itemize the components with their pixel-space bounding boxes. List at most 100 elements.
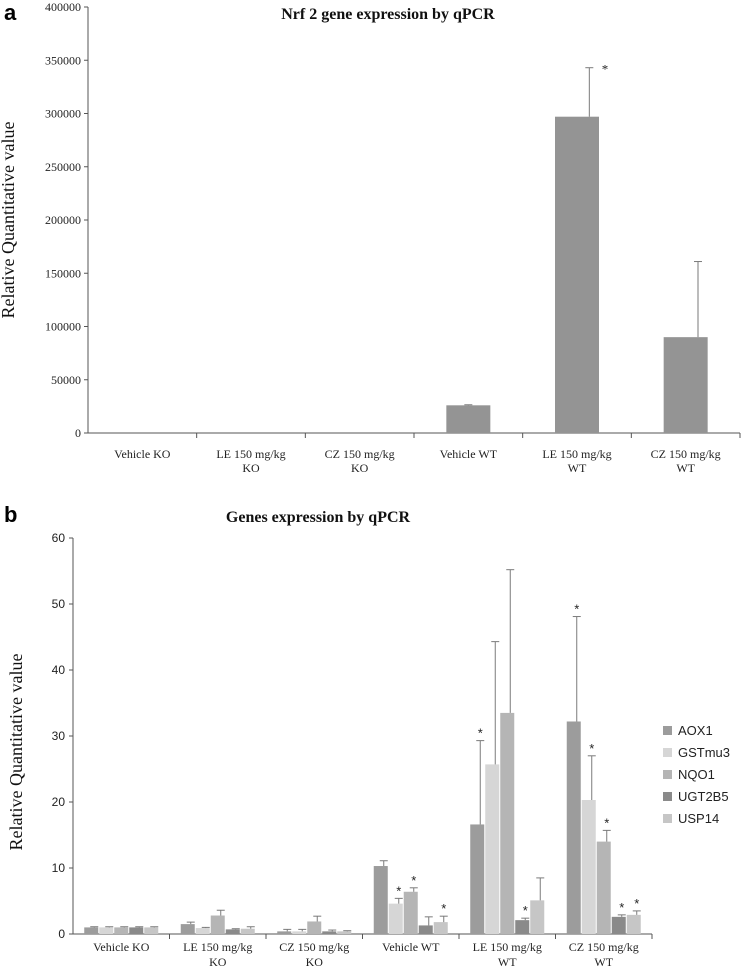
panel-b-bar-gstmu3 (292, 931, 307, 934)
panel-b-error-bar (617, 914, 626, 917)
panel-a-y-tick-label: 100000 (45, 320, 81, 334)
panel-b-error-bar (283, 928, 292, 932)
panel-a-label: a (4, 0, 17, 25)
legend-swatch-usp14 (663, 814, 672, 823)
panel-b-category-label: CZ 150 mg/kg (569, 940, 639, 954)
panel-a-y-tick-label: 250000 (45, 160, 81, 174)
panel-b-category-label: KO (209, 955, 227, 969)
panel-a-category-label: Vehicle WT (440, 447, 498, 461)
panel-b-error-bar (536, 877, 545, 901)
panel-b-bar-ugt2b5 (418, 925, 433, 934)
panel-b-y-tick-label: 40 (52, 663, 66, 677)
panel-b-error-bar (491, 641, 500, 765)
panel-a-y-tick-label: 50000 (51, 373, 81, 387)
panel-b-error-bar (394, 897, 403, 904)
panel-a-category-label: Vehicle KO (114, 447, 171, 461)
panel-b-error-bar (201, 926, 210, 929)
panel-b-category-label: WT (594, 955, 613, 969)
panel-b-bar-ugt2b5 (225, 929, 240, 934)
panel-b-y-axis-label: Relative Quantitative value (6, 654, 26, 851)
panel-a-error-bar (585, 67, 594, 117)
panel-a-bar (555, 116, 599, 433)
panel-b-bar-nqo1 (210, 915, 225, 934)
panel-b-error-bar (186, 921, 195, 925)
panel-b-y-tick-label: 30 (52, 729, 66, 743)
legend-label-nqo1: NQO1 (678, 767, 715, 782)
panel-b-bar-usp14 (144, 927, 159, 934)
panel-a-y-tick-label: 300000 (45, 107, 81, 121)
panel-a-y-tick-label: 150000 (45, 266, 81, 280)
panel-a-bar (446, 405, 491, 433)
panel-b-significance-marker: * (604, 815, 609, 830)
panel-b-category-label: LE 150 mg/kg (183, 940, 252, 954)
panel-a-category-label: LE 150 mg/kg (542, 447, 611, 461)
panel-b-significance-marker: * (619, 900, 624, 915)
panel-b-y-tick-label: 10 (52, 861, 66, 875)
panel-a-category-label: WT (676, 461, 695, 475)
panel-b-bar-nqo1 (596, 841, 611, 934)
panel-b-error-bar (409, 887, 418, 892)
panel-b-bar-gstmu3 (581, 800, 596, 934)
panel-b-bar-usp14 (530, 900, 545, 934)
panel-b-y-tick-label: 0 (58, 927, 65, 941)
panel-a-title: Nrf 2 gene expression by qPCR (281, 6, 495, 23)
panel-b-category-label: LE 150 mg/kg (473, 940, 542, 954)
panel-b-error-bar (424, 916, 433, 926)
panel-a-y-tick-label: 350000 (45, 53, 81, 67)
legend-label-aox1: AOX1 (678, 723, 713, 738)
panel-b-bar-nqo1 (500, 712, 515, 934)
panel-b-bar-ugt2b5 (129, 927, 144, 934)
panel-b-bar-aox1 (277, 931, 292, 934)
panel-a-significance-marker: * (602, 62, 609, 77)
panel-a-error-bar (464, 404, 473, 406)
panel-b-error-bar (298, 928, 307, 932)
panel-a-bar (663, 337, 708, 433)
panel-b-y-tick-label: 50 (52, 597, 66, 611)
legend-label-usp14: USP14 (678, 811, 719, 826)
panel-b-error-bar (379, 860, 388, 867)
panel-b-bar-gstmu3 (99, 927, 114, 934)
panel-a-y-axis-label: Relative Quantitative value (0, 122, 18, 319)
panel-b-error-bar (120, 926, 129, 928)
panel-b-bar-usp14 (626, 914, 641, 934)
panel-b-title: Genes expression by qPCR (226, 509, 411, 526)
panel-b-legend: AOX1 GSTmu3 NQO1 UGT2B5 USP14 (663, 723, 730, 826)
panel-b-error-bar (506, 569, 515, 713)
panel-b-error-bar (587, 755, 596, 801)
panel-b-y-tick-label: 20 (52, 795, 66, 809)
panel-b-bar-aox1 (470, 824, 485, 934)
panel-b-bar-usp14 (240, 928, 255, 934)
panel-a-y-tick-label: 400000 (45, 0, 81, 14)
panel-b-label: b (4, 502, 17, 527)
legend-swatch-ugt2b5 (663, 792, 672, 801)
panel-b-error-bar (246, 926, 255, 929)
panel-b-bar-ugt2b5 (515, 920, 530, 934)
panel-a-chart: a Nrf 2 gene expression by qPCR Relative… (0, 0, 741, 475)
legend-swatch-nqo1 (663, 770, 672, 779)
panel-b-bar-ugt2b5 (611, 916, 626, 934)
panel-b-significance-marker: * (589, 741, 594, 756)
panel-b-error-bar (90, 926, 99, 928)
panel-b-error-bar (231, 928, 240, 930)
panel-a-y-tick-label: 0 (75, 426, 81, 440)
panel-a-category-label: KO (242, 461, 260, 475)
panel-b-bar-nqo1 (114, 927, 129, 934)
panel-a-category-label: KO (351, 461, 369, 475)
panel-b-error-bar (216, 909, 225, 916)
panel-b-chart: b Genes expression by qPCR Relative Quan… (4, 502, 730, 969)
panel-b-error-bar (105, 926, 114, 928)
panel-b-significance-marker: * (441, 901, 446, 916)
legend-label-ugt2b5: UGT2B5 (678, 789, 729, 804)
panel-b-significance-marker: * (574, 602, 579, 617)
panel-b-error-bar (476, 740, 485, 825)
panel-b-bar-gstmu3 (485, 764, 500, 934)
panel-b-significance-marker: * (634, 896, 639, 911)
panel-b-bar-aox1 (373, 866, 388, 934)
panel-b-error-bar (521, 917, 530, 921)
panel-b-bar-aox1 (566, 721, 581, 934)
panel-b-error-bar (439, 915, 448, 923)
panel-b-category-label: WT (498, 955, 517, 969)
panel-b-error-bar (328, 929, 337, 932)
panel-b-error-bar (602, 829, 611, 842)
